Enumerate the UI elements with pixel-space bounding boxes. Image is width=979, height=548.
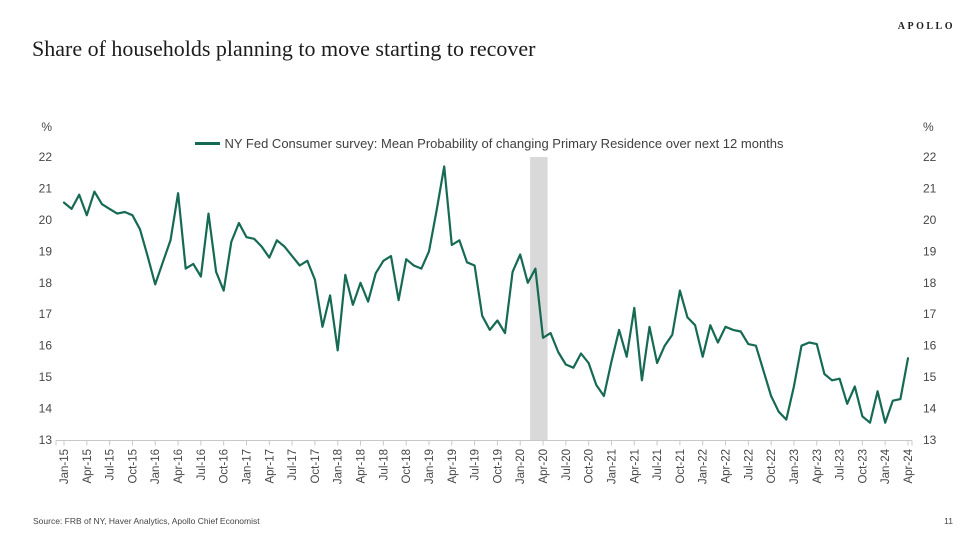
legend: NY Fed Consumer survey: Mean Probability… bbox=[0, 136, 979, 151]
x-tick-label: Jan-17 bbox=[241, 449, 253, 484]
x-tick-label: Jul-19 bbox=[470, 449, 482, 480]
y-tick-label-right: 22 bbox=[923, 150, 937, 164]
legend-label: NY Fed Consumer survey: Mean Probability… bbox=[224, 136, 784, 151]
x-tick-label: Jul-18 bbox=[378, 449, 390, 480]
x-tick-label: Jan-21 bbox=[606, 449, 618, 484]
y-tick-label-right: 16 bbox=[923, 339, 937, 353]
y-tick-label-left: 18 bbox=[39, 276, 53, 290]
x-tick-label: Oct-22 bbox=[766, 449, 778, 484]
x-tick-label: Oct-23 bbox=[857, 449, 869, 484]
y-tick-label-left: 19 bbox=[39, 244, 53, 258]
x-tick-label: Apr-21 bbox=[629, 449, 641, 484]
y-tick-label-right: 18 bbox=[923, 276, 937, 290]
page-title: Share of households planning to move sta… bbox=[32, 36, 536, 61]
x-tick-label: Oct-17 bbox=[310, 449, 322, 484]
y-tick-label-left: 13 bbox=[39, 433, 53, 447]
x-tick-label: Apr-18 bbox=[356, 449, 368, 484]
y-tick-label-left: 16 bbox=[39, 339, 53, 353]
x-tick-label: Jan-24 bbox=[880, 448, 892, 484]
y-tick-label-right: 17 bbox=[923, 307, 937, 321]
y-tick-label-right: 15 bbox=[923, 370, 937, 384]
y-tick-label-right: 19 bbox=[923, 244, 937, 258]
x-tick-label: Jan-23 bbox=[789, 449, 801, 484]
x-tick-label: Jul-17 bbox=[287, 449, 299, 480]
unit-label-right: % bbox=[923, 120, 934, 134]
y-tick-label-left: 22 bbox=[39, 150, 53, 164]
x-tick-label: Apr-22 bbox=[721, 449, 733, 484]
x-tick-label: Apr-24 bbox=[903, 448, 915, 483]
x-tick-label: Jan-18 bbox=[333, 449, 345, 484]
y-tick-label-left: 17 bbox=[39, 307, 53, 321]
x-tick-label: Jul-16 bbox=[196, 449, 208, 480]
x-tick-label: Jan-16 bbox=[150, 449, 162, 484]
x-tick-label: Jan-22 bbox=[698, 449, 710, 484]
y-tick-label-right: 20 bbox=[923, 213, 937, 227]
x-tick-label: Oct-16 bbox=[219, 449, 231, 484]
series-line bbox=[62, 165, 910, 424]
x-tick-label: Jan-19 bbox=[424, 449, 436, 484]
x-tick-label: Jul-23 bbox=[835, 449, 847, 480]
unit-label-left: % bbox=[41, 120, 52, 134]
page-number: 11 bbox=[944, 516, 953, 526]
y-tick-label-left: 14 bbox=[39, 402, 53, 416]
x-tick-label: Oct-18 bbox=[401, 449, 413, 484]
x-tick-label: Oct-19 bbox=[492, 449, 504, 484]
x-tick-label: Jan-20 bbox=[515, 449, 527, 484]
x-tick-label: Jul-22 bbox=[743, 449, 755, 480]
y-tick-label-right: 14 bbox=[923, 402, 937, 416]
y-tick-label-left: 21 bbox=[39, 181, 53, 195]
source-note: Source: FRB of NY, Haver Analytics, Apol… bbox=[33, 516, 260, 526]
x-tick-label: Apr-20 bbox=[538, 449, 550, 484]
x-tick-label: Apr-19 bbox=[447, 449, 459, 484]
x-tick-label: Oct-15 bbox=[127, 449, 139, 484]
x-tick-label: Oct-21 bbox=[675, 449, 687, 484]
x-tick-label: Jan-15 bbox=[59, 449, 71, 484]
x-tick-label: Apr-17 bbox=[264, 449, 276, 484]
x-tick-label: Jul-15 bbox=[105, 449, 117, 480]
y-tick-label-right: 21 bbox=[923, 181, 937, 195]
y-tick-label-left: 20 bbox=[39, 213, 53, 227]
y-tick-label-left: 15 bbox=[39, 370, 53, 384]
x-tick-label: Apr-15 bbox=[82, 449, 94, 484]
x-tick-label: Jul-21 bbox=[652, 449, 664, 480]
x-tick-label: Apr-23 bbox=[812, 449, 824, 484]
y-tick-label-right: 13 bbox=[923, 433, 937, 447]
legend-line-swatch bbox=[195, 142, 221, 145]
x-tick-label: Oct-20 bbox=[584, 449, 596, 484]
apollo-logo: APOLLO bbox=[897, 21, 955, 32]
x-tick-label: Apr-16 bbox=[173, 449, 185, 484]
x-tick-label: Jul-20 bbox=[561, 449, 573, 480]
